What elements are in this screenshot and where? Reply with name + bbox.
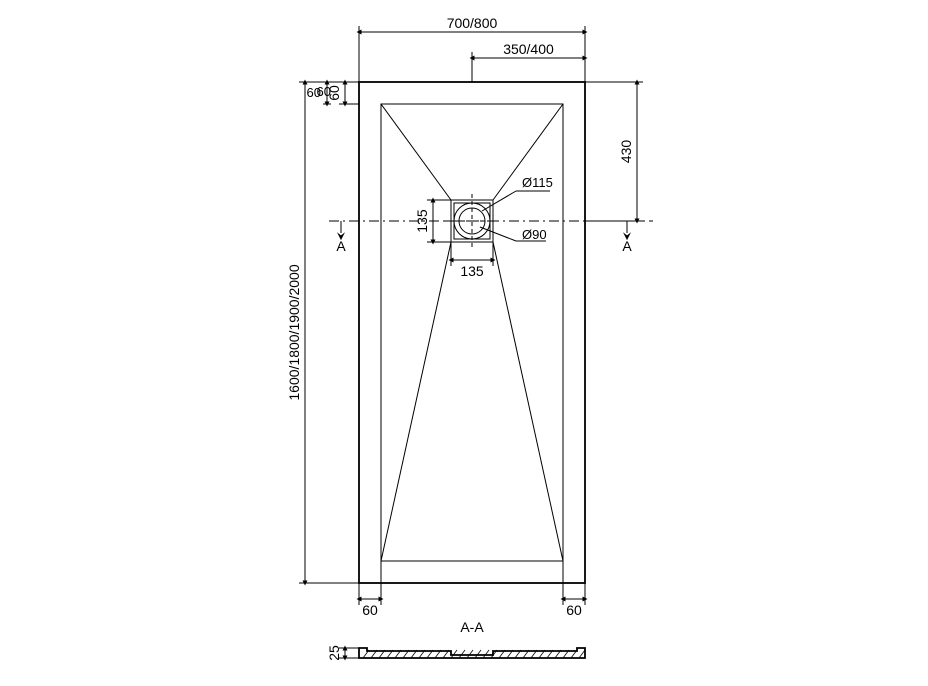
svg-text:Ø115: Ø115	[522, 175, 553, 190]
svg-text:60: 60	[566, 602, 582, 618]
technical-drawing: A A 700/800 350/400 60 60 430 135 135 Ø115 Ø90 1600…	[0, 0, 928, 686]
svg-text:700/800: 700/800	[447, 15, 498, 31]
svg-text:25: 25	[326, 645, 342, 661]
svg-text:Ø90: Ø90	[522, 227, 547, 242]
svg-text:135: 135	[460, 263, 484, 279]
svg-text:135: 135	[414, 209, 430, 233]
svg-text:60: 60	[362, 602, 378, 618]
svg-text:430: 430	[618, 140, 634, 164]
svg-text:350/400: 350/400	[503, 41, 554, 57]
svg-text:1600/1800/1900/2000: 1600/1800/1900/2000	[286, 264, 302, 400]
svg-text:A: A	[336, 238, 346, 254]
svg-text:A: A	[622, 238, 632, 254]
svg-text:60: 60	[307, 85, 321, 100]
svg-text:A-A: A-A	[460, 619, 484, 635]
